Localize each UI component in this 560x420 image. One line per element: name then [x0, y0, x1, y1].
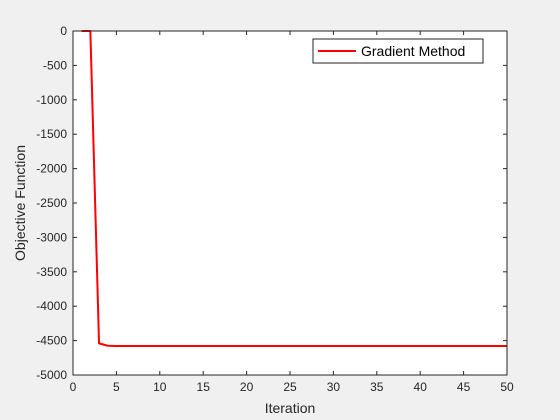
x-tick-label: 45: [457, 380, 471, 394]
plot-area: [73, 31, 507, 375]
y-tick-label: -4000: [36, 299, 67, 313]
x-tick-label: 0: [70, 380, 77, 394]
x-tick-label: 35: [370, 380, 384, 394]
y-axis-label: Objective Function: [12, 145, 28, 261]
legend-label: Gradient Method: [361, 43, 465, 59]
series-layer: [81, 30, 507, 347]
y-tick-label: -3000: [36, 230, 67, 244]
y-tick-label: 0: [60, 24, 67, 38]
y-tick-label: -4500: [36, 334, 67, 348]
axes-box: [72, 30, 508, 376]
x-tick-label: 30: [327, 380, 341, 394]
x-tick-label: 25: [283, 380, 297, 394]
y-tick-label: -500: [43, 58, 67, 72]
x-tick-label: 5: [113, 380, 120, 394]
x-tick-label: 15: [197, 380, 211, 394]
x-axis-label: Iteration: [265, 400, 316, 416]
y-tick-labels: 0 -500 -1000 -1500 -2000 -2500 -3000 -3500 -4000…: [36, 24, 67, 382]
y-tick-label: -2500: [36, 196, 67, 210]
y-tick-label: -1000: [36, 93, 67, 107]
y-tick-label: -5000: [36, 368, 67, 382]
series-line-gradient-method: [81, 30, 507, 347]
y-tick-label: -1500: [36, 127, 67, 141]
x-tick-labels: 0 5 10 15 20 25 30 35 40 45 50: [70, 380, 514, 394]
x-tick-label: 20: [240, 380, 254, 394]
x-tick-label: 50: [500, 380, 514, 394]
x-tick-label: 40: [414, 380, 428, 394]
legend: Gradient Method: [312, 38, 484, 64]
y-tick-label: -3500: [36, 265, 67, 279]
y-tick-label: -2000: [36, 162, 67, 176]
x-tick-label: 10: [153, 380, 167, 394]
